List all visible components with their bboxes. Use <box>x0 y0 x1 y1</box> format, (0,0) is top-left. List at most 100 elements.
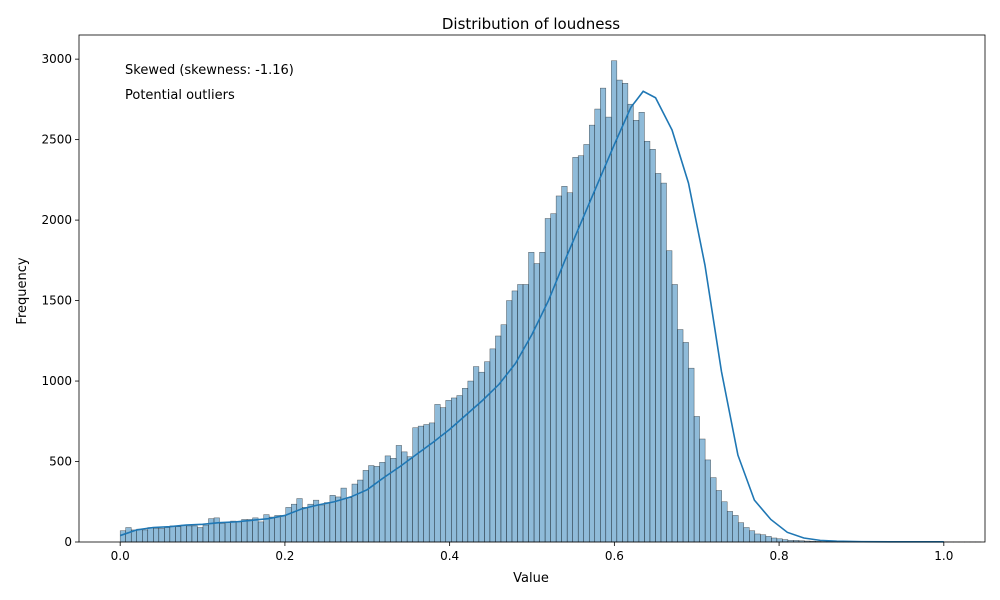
histogram-bar <box>726 511 733 543</box>
histogram-bar <box>335 496 342 543</box>
histogram-bar <box>478 371 485 543</box>
histogram-bar <box>473 366 480 543</box>
histogram-bar <box>577 155 584 543</box>
histogram-bar <box>544 218 551 543</box>
y-axis: 0 500 1000 1500 2000 2500 3000 <box>41 52 79 549</box>
histogram-bar <box>743 527 750 543</box>
histogram-bar <box>125 527 132 543</box>
y-tick-label: 1500 <box>41 294 72 308</box>
histogram-bar <box>346 497 353 543</box>
histogram-bar <box>439 407 447 543</box>
histogram-bar <box>224 522 231 543</box>
x-tick-label: 0.4 <box>440 549 459 563</box>
histogram-bar <box>119 530 126 543</box>
histogram-bar <box>202 524 209 543</box>
x-tick-label: 0.0 <box>111 549 130 563</box>
histogram-bar <box>235 521 242 543</box>
histogram-bar <box>252 517 259 543</box>
histogram-bar <box>677 329 684 543</box>
histogram-bar <box>456 395 463 543</box>
histogram-bar <box>522 284 529 543</box>
histogram-bar <box>539 252 546 543</box>
histogram-bar <box>771 537 778 543</box>
histogram-bar <box>638 112 645 543</box>
histogram-bar <box>644 140 651 543</box>
histogram-bar <box>622 83 629 543</box>
histogram-bar <box>230 520 237 543</box>
histogram-bar <box>633 120 640 543</box>
histogram-bar <box>649 149 656 543</box>
histogram-bar <box>484 361 491 543</box>
histogram-bar <box>495 335 502 543</box>
histogram-bar <box>655 173 662 543</box>
outliers-annotation: Potential outliers <box>125 88 235 103</box>
histogram-bar <box>219 523 226 543</box>
x-tick-label: 1.0 <box>934 549 953 563</box>
histogram-bar <box>423 424 430 543</box>
histogram-bar <box>765 536 772 543</box>
histogram-bar <box>373 466 380 543</box>
histogram-bar <box>362 470 369 543</box>
histogram-bar <box>616 79 623 543</box>
y-tick-label: 3000 <box>41 52 72 66</box>
histogram-bar <box>307 503 314 543</box>
histogram-bar <box>279 515 286 543</box>
histogram-bar <box>710 477 717 543</box>
histogram-bar <box>732 515 739 543</box>
histogram-bar <box>737 522 745 543</box>
histogram-bar <box>688 367 695 543</box>
histogram-bar <box>153 528 160 543</box>
y-tick-label: 2000 <box>41 213 72 227</box>
histogram-bar <box>208 518 215 543</box>
histogram-bar <box>274 515 281 543</box>
histogram-bar <box>395 445 402 543</box>
x-tick-label: 0.8 <box>770 549 789 563</box>
histogram-bar <box>704 459 711 543</box>
y-tick-label: 0 <box>64 535 72 549</box>
histogram-bars <box>119 60 982 543</box>
histogram-bar <box>186 525 193 543</box>
histogram-bar <box>699 438 706 543</box>
y-tick-label: 2500 <box>41 133 72 147</box>
histogram-bar <box>627 103 634 543</box>
histogram-bar <box>666 250 673 543</box>
histogram-bar <box>467 380 474 543</box>
histogram-bar <box>246 519 253 543</box>
histogram-bar <box>169 525 176 543</box>
histogram-bar <box>715 490 722 543</box>
histogram-bar <box>517 284 524 543</box>
histogram-bar <box>611 60 618 543</box>
histogram-bar <box>136 528 143 543</box>
histogram-bar <box>368 465 375 543</box>
histogram-bar <box>268 516 275 543</box>
histogram-bar <box>257 521 264 543</box>
histogram-bar <box>291 503 298 543</box>
histogram-bar <box>318 504 325 543</box>
histogram-bar <box>693 416 700 543</box>
histogram-bar <box>506 300 513 543</box>
histogram-bar <box>445 400 452 543</box>
chart-title: Distribution of loudness <box>442 15 620 33</box>
histogram-bar <box>180 524 187 543</box>
y-tick-label: 1000 <box>41 374 72 388</box>
histogram-bar <box>754 533 761 543</box>
histogram-bar <box>302 507 309 543</box>
histogram-bar <box>572 157 579 543</box>
histogram-bar <box>324 502 331 543</box>
histogram-bar <box>406 456 413 543</box>
histogram-bar <box>142 529 149 543</box>
histogram-bar <box>241 519 248 543</box>
histogram-bar <box>760 534 767 543</box>
histogram-bar <box>147 527 154 543</box>
histogram-bar <box>511 290 518 543</box>
histogram-bar <box>434 404 441 543</box>
histogram-bar <box>175 526 182 543</box>
histogram-bar <box>500 324 507 543</box>
histogram-bar <box>164 527 171 543</box>
histogram-bar <box>379 462 386 543</box>
histogram-bar <box>594 108 601 543</box>
histogram-bar <box>197 527 204 543</box>
x-tick-label: 0.6 <box>605 549 624 563</box>
histogram-bar <box>191 525 198 543</box>
